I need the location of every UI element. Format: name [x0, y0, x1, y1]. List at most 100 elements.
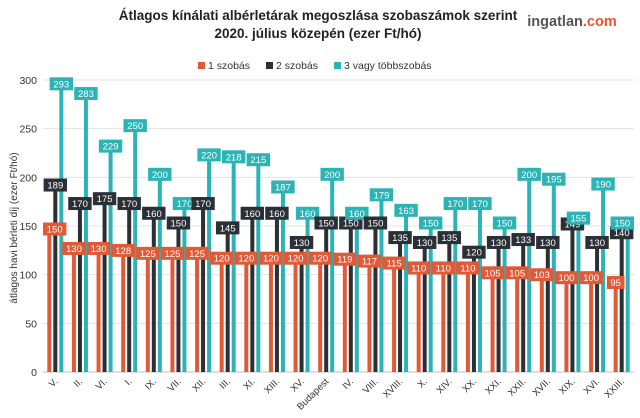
data-label: 170	[447, 199, 463, 210]
bar	[182, 206, 187, 372]
data-label-box	[221, 150, 246, 164]
bar	[250, 216, 255, 372]
data-label: 119	[337, 255, 352, 266]
bar	[447, 240, 452, 372]
bar	[330, 177, 335, 372]
data-label: 229	[103, 142, 119, 153]
data-label: 130	[589, 238, 605, 249]
data-label: 120	[214, 254, 230, 265]
data-label: 130	[491, 238, 507, 249]
bar	[77, 206, 82, 372]
data-label: 130	[66, 244, 82, 255]
data-label-box	[246, 153, 271, 167]
data-label-box	[394, 203, 418, 217]
data-label: 150	[343, 219, 359, 230]
data-label-box	[530, 268, 554, 282]
bar	[231, 159, 236, 372]
brand-suffix: .com	[583, 14, 617, 30]
bar	[318, 255, 323, 372]
data-label: 128	[115, 246, 131, 257]
bar	[477, 206, 482, 372]
bar	[545, 245, 550, 372]
y-tick-label: 300	[19, 75, 37, 87]
data-label: 150	[423, 219, 439, 230]
bar	[201, 206, 206, 372]
bar	[521, 242, 526, 372]
bar	[619, 235, 624, 372]
x-tick-label: XV.	[289, 376, 307, 394]
data-label-box	[610, 216, 634, 230]
data-label-box	[591, 177, 615, 191]
data-label: 120	[263, 254, 279, 265]
data-label: 170	[472, 199, 488, 210]
data-label: 130	[540, 238, 556, 249]
data-label-box	[542, 172, 566, 186]
bar	[324, 226, 329, 372]
x-tick-label: XXII.	[506, 376, 528, 398]
data-label: 200	[324, 170, 340, 181]
x-tick-label: XVII.	[531, 376, 553, 398]
data-label: 145	[220, 223, 236, 234]
x-ticks: V. II. VI. I. IX. VII. XII. III. XI. XIII. XV.Buda…	[47, 376, 627, 412]
chart-subtitle: 2020. július közepén (ezer Ft/hó)	[214, 26, 421, 41]
data-label: 215	[250, 155, 266, 166]
x-tick-label: VIII.	[361, 376, 381, 396]
x-tick-label: VI.	[94, 376, 110, 392]
data-label-box	[295, 206, 320, 220]
bar	[151, 216, 156, 372]
bar	[127, 206, 132, 372]
x-tick-label: V.	[47, 376, 61, 390]
data-label: 170	[72, 199, 88, 210]
x-tick-label: XI.	[241, 376, 257, 392]
bar	[398, 240, 403, 372]
bar	[170, 250, 175, 372]
data-label-box	[86, 241, 111, 255]
bar	[53, 188, 58, 372]
bar	[496, 245, 501, 372]
data-label: 187	[275, 182, 291, 193]
bar	[428, 226, 433, 372]
data-label-box	[437, 231, 462, 245]
data-label-box	[172, 197, 197, 211]
y-ticks: 0 50 100 150 200 250 300	[19, 75, 37, 379]
data-label-box	[486, 235, 511, 249]
data-label-box	[320, 167, 344, 181]
bar	[465, 264, 470, 372]
data-label: 150	[171, 219, 187, 230]
bar	[195, 250, 200, 372]
data-label-box	[333, 252, 357, 266]
data-label-box	[240, 206, 265, 220]
data-label-box	[412, 235, 437, 249]
data-label-box	[215, 221, 240, 235]
data-label: 117	[362, 257, 377, 268]
x-tick-label: XXIII.	[603, 376, 627, 400]
data-label-box	[468, 197, 492, 211]
data-label-box	[492, 216, 517, 230]
bar	[551, 182, 556, 372]
data-label-box	[314, 216, 338, 230]
data-label: 120	[466, 248, 482, 259]
data-label-box	[209, 251, 234, 265]
data-label: 150	[368, 219, 384, 230]
bar	[515, 269, 520, 372]
data-label-box	[160, 246, 185, 260]
bar	[441, 264, 446, 372]
data-label: 110	[436, 263, 451, 274]
data-label-box	[259, 251, 283, 265]
data-label-box	[480, 266, 505, 280]
bar	[490, 269, 495, 372]
data-label: 189	[47, 181, 63, 192]
bar	[354, 216, 359, 372]
bar	[453, 206, 458, 372]
data-label: 95	[610, 278, 621, 289]
bar	[404, 213, 409, 372]
data-label: 195	[546, 175, 562, 186]
data-label-box	[418, 216, 443, 230]
bar	[299, 245, 304, 372]
y-tick-label: 200	[19, 172, 37, 184]
data-label: 218	[226, 152, 242, 163]
data-label-box	[388, 231, 412, 245]
data-label-box	[234, 251, 259, 265]
x-tick-label: XX.	[460, 376, 479, 395]
bar	[422, 245, 427, 372]
